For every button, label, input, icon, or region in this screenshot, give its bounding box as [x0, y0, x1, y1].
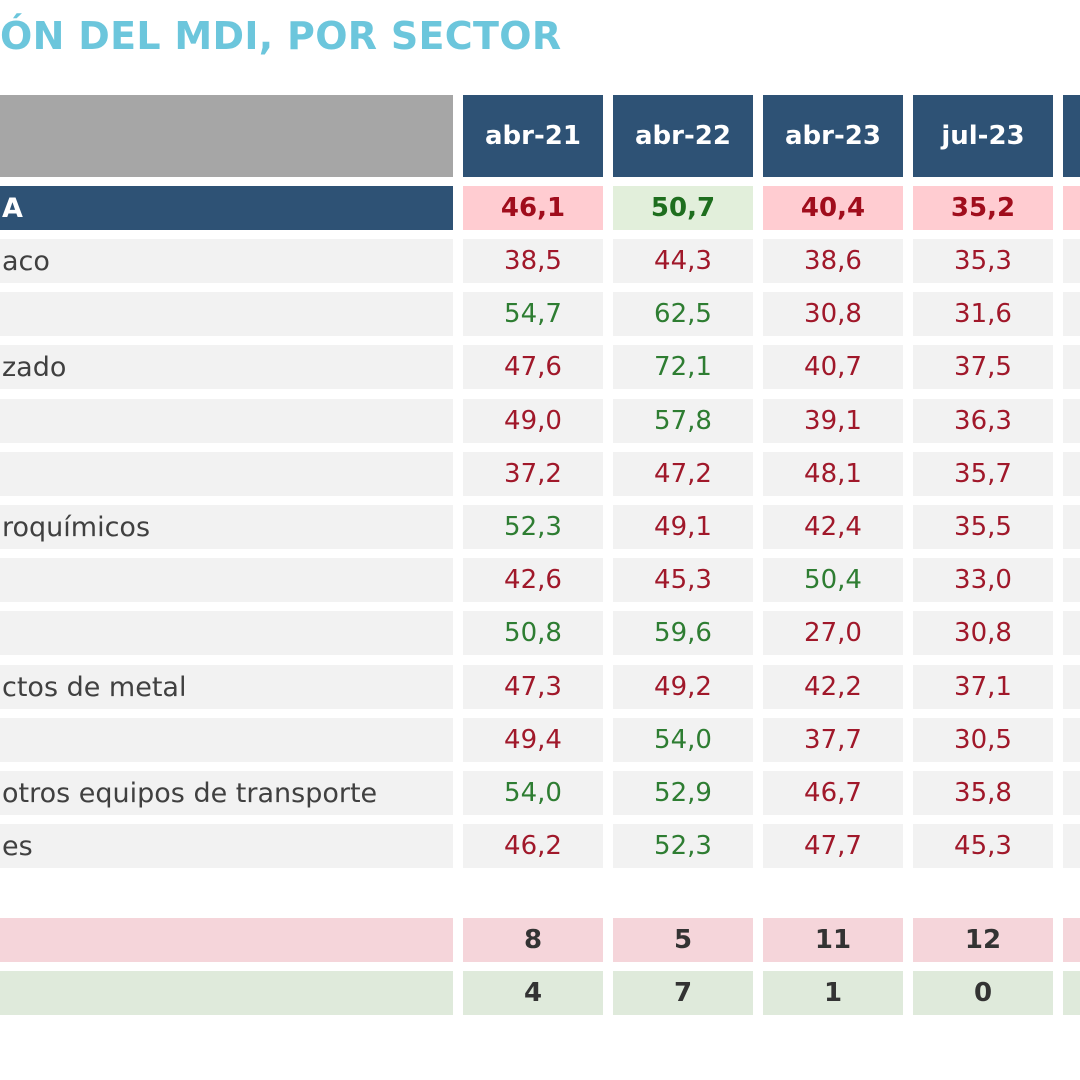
sector-value-partial	[1063, 611, 1080, 655]
column-header-partial	[1063, 95, 1080, 177]
sector-label: ctos de metal	[0, 665, 453, 709]
sector-value: 50,4	[763, 558, 903, 602]
count-above-50: 7	[613, 971, 753, 1015]
sector-value: 54,0	[463, 771, 603, 815]
sector-value: 30,8	[913, 611, 1053, 655]
count-above-50: 0	[913, 971, 1053, 1015]
sector-value: 30,8	[763, 292, 903, 336]
count-below-partial	[1063, 918, 1080, 962]
sector-label	[0, 558, 453, 602]
count-above-50: 4	[463, 971, 603, 1015]
sector-value: 35,7	[913, 452, 1053, 496]
sector-label: otros equipos de transporte	[0, 771, 453, 815]
count-below-50: 12	[913, 918, 1053, 962]
sector-label	[0, 718, 453, 762]
sector-value: 37,5	[913, 345, 1053, 389]
count-below-label	[0, 918, 453, 962]
sector-value: 48,1	[763, 452, 903, 496]
sector-value: 59,6	[613, 611, 753, 655]
sector-value: 45,3	[913, 824, 1053, 868]
total-row-label: A	[0, 186, 453, 230]
sector-value-partial	[1063, 558, 1080, 602]
sector-value: 52,3	[463, 505, 603, 549]
sector-value: 62,5	[613, 292, 753, 336]
total-value: 40,4	[763, 186, 903, 230]
sector-value: 35,8	[913, 771, 1053, 815]
count-below-50: 11	[763, 918, 903, 962]
sector-value: 42,2	[763, 665, 903, 709]
sector-value: 49,2	[613, 665, 753, 709]
sector-value: 50,8	[463, 611, 603, 655]
header-label-cell	[0, 95, 453, 177]
sector-value: 35,3	[913, 239, 1053, 283]
sector-value: 27,0	[763, 611, 903, 655]
sector-value: 54,0	[613, 718, 753, 762]
page-title: ÓN DEL MDI, POR SECTOR	[0, 14, 562, 58]
sector-value: 47,2	[613, 452, 753, 496]
column-header: jul-23	[913, 95, 1053, 177]
sector-label: zado	[0, 345, 453, 389]
count-below-50: 8	[463, 918, 603, 962]
sector-value: 52,3	[613, 824, 753, 868]
sector-value: 52,9	[613, 771, 753, 815]
total-value: 46,1	[463, 186, 603, 230]
sector-value: 42,4	[763, 505, 903, 549]
sector-value: 49,4	[463, 718, 603, 762]
sector-label	[0, 399, 453, 443]
sector-label: roquímicos	[0, 505, 453, 549]
sector-value: 30,5	[913, 718, 1053, 762]
sector-value-partial	[1063, 665, 1080, 709]
column-header: abr-21	[463, 95, 603, 177]
count-below-50: 5	[613, 918, 753, 962]
sector-value: 49,0	[463, 399, 603, 443]
sector-value: 49,1	[613, 505, 753, 549]
sector-value: 42,6	[463, 558, 603, 602]
sector-value-partial	[1063, 452, 1080, 496]
sector-value-partial	[1063, 399, 1080, 443]
sector-value-partial	[1063, 345, 1080, 389]
column-header: abr-22	[613, 95, 753, 177]
sector-label: es	[0, 824, 453, 868]
sector-value: 33,0	[913, 558, 1053, 602]
sector-value-partial	[1063, 505, 1080, 549]
sector-value-partial	[1063, 824, 1080, 868]
count-above-50: 1	[763, 971, 903, 1015]
sector-value: 40,7	[763, 345, 903, 389]
column-header: abr-23	[763, 95, 903, 177]
sector-value-partial	[1063, 239, 1080, 283]
sector-value: 47,6	[463, 345, 603, 389]
sector-value: 35,5	[913, 505, 1053, 549]
sector-value: 45,3	[613, 558, 753, 602]
sector-value: 47,3	[463, 665, 603, 709]
sector-value: 47,7	[763, 824, 903, 868]
count-above-partial	[1063, 971, 1080, 1015]
sector-value: 38,5	[463, 239, 603, 283]
sector-label	[0, 292, 453, 336]
sector-value: 46,7	[763, 771, 903, 815]
sector-value: 39,1	[763, 399, 903, 443]
count-above-label	[0, 971, 453, 1015]
sector-value: 54,7	[463, 292, 603, 336]
sector-value: 36,3	[913, 399, 1053, 443]
sector-label: aco	[0, 239, 453, 283]
sector-label	[0, 452, 453, 496]
sector-value: 44,3	[613, 239, 753, 283]
total-value: 35,2	[913, 186, 1053, 230]
total-value-partial	[1063, 186, 1080, 230]
sector-value: 46,2	[463, 824, 603, 868]
sector-value: 37,1	[913, 665, 1053, 709]
sector-value: 37,7	[763, 718, 903, 762]
total-value: 50,7	[613, 186, 753, 230]
sector-value: 57,8	[613, 399, 753, 443]
sector-value-partial	[1063, 292, 1080, 336]
sector-value: 38,6	[763, 239, 903, 283]
sector-value: 31,6	[913, 292, 1053, 336]
sector-value: 72,1	[613, 345, 753, 389]
sector-value-partial	[1063, 771, 1080, 815]
sector-value-partial	[1063, 718, 1080, 762]
sector-value: 37,2	[463, 452, 603, 496]
sector-label	[0, 611, 453, 655]
